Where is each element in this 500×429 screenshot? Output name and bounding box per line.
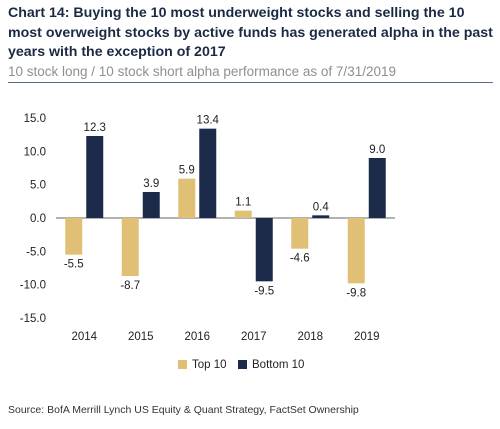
source-note: Source: BofA Merrill Lynch US Equity & Q… [8, 404, 359, 416]
data-label: -9.5 [254, 285, 274, 297]
data-label: -5.5 [64, 259, 84, 271]
data-label: 1.1 [235, 197, 251, 209]
data-label: -4.6 [290, 253, 310, 265]
bar-bottom10-2019 [368, 158, 386, 218]
y-tick-label: -10.0 [20, 280, 46, 292]
data-label: -8.7 [120, 280, 140, 292]
y-tick-label: 0.0 [30, 213, 46, 225]
x-tick-label: 2016 [184, 331, 210, 343]
data-label: 3.9 [143, 178, 159, 190]
y-tick-label: -5.0 [26, 246, 46, 258]
data-label: 5.9 [179, 165, 195, 177]
y-tick-label: 5.0 [30, 180, 46, 192]
bar-bottom10-2016 [199, 128, 217, 218]
bar-bottom10-2017 [255, 218, 273, 282]
legend-label-bottom10: Bottom 10 [252, 359, 304, 371]
x-tick-label: 2017 [241, 331, 267, 343]
bar-top10-2018 [291, 218, 309, 249]
data-label: 9.0 [369, 144, 385, 156]
data-label: 13.4 [197, 115, 220, 127]
data-label: 0.4 [313, 201, 330, 213]
x-tick-label: 2014 [71, 331, 97, 343]
y-tick-label: 15.0 [24, 113, 46, 125]
bar-bottom10-2015 [142, 192, 160, 218]
legend-swatch-top10 [178, 360, 187, 369]
chart-subtitle: 10 stock long / 10 stock short alpha per… [8, 64, 493, 83]
x-tick-label: 2018 [297, 331, 323, 343]
bar-top10-2014 [65, 218, 83, 255]
bar-top10-2015 [121, 218, 139, 276]
x-tick-label: 2015 [128, 331, 154, 343]
bar-bottom10-2014 [86, 136, 104, 218]
legend-label-top10: Top 10 [192, 359, 227, 371]
chart-title: Chart 14: Buying the 10 most underweight… [8, 5, 493, 60]
bar-top10-2017 [234, 210, 252, 218]
y-tick-label: -15.0 [20, 313, 46, 325]
bar-top10-2019 [347, 218, 365, 284]
bar-bottom10-2018 [312, 215, 330, 218]
data-label: -9.8 [346, 287, 366, 299]
data-label: 12.3 [84, 122, 106, 134]
x-tick-label: 2019 [354, 331, 380, 343]
legend-swatch-bottom10 [238, 360, 247, 369]
bar-top10-2016 [178, 178, 196, 218]
bar-chart: 15.0 10.0 5.0 0.0 -5.0 -10.0 -15.0 -5.5 12.3 2014… [20, 113, 395, 371]
y-tick-label: 10.0 [24, 146, 46, 158]
